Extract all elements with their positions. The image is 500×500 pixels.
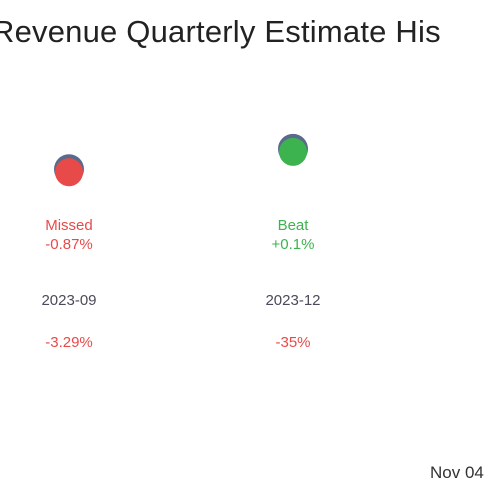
actual-dot	[55, 158, 83, 187]
chart-title: Revenue Quarterly Estimate His	[0, 14, 441, 49]
quarter-period-label: 20	[457, 292, 500, 310]
surprise-percent-label: -0.87%	[45, 236, 93, 253]
report-date: Nov 04	[430, 463, 484, 482]
result-status-label: Beat	[277, 217, 309, 234]
quarter-period-label: 2023-09	[41, 292, 97, 309]
quarter-period-label: 2023-12	[265, 292, 321, 309]
growth-percent-label: -35%	[275, 334, 311, 351]
surprise-percent-label: +0.1%	[271, 236, 315, 253]
result-status-label: Missed	[45, 217, 93, 234]
actual-dot	[279, 137, 307, 166]
surprise-percent-label: +	[457, 236, 500, 254]
growth-percent-label: +	[457, 334, 500, 352]
growth-percent-label: -3.29%	[45, 334, 93, 351]
